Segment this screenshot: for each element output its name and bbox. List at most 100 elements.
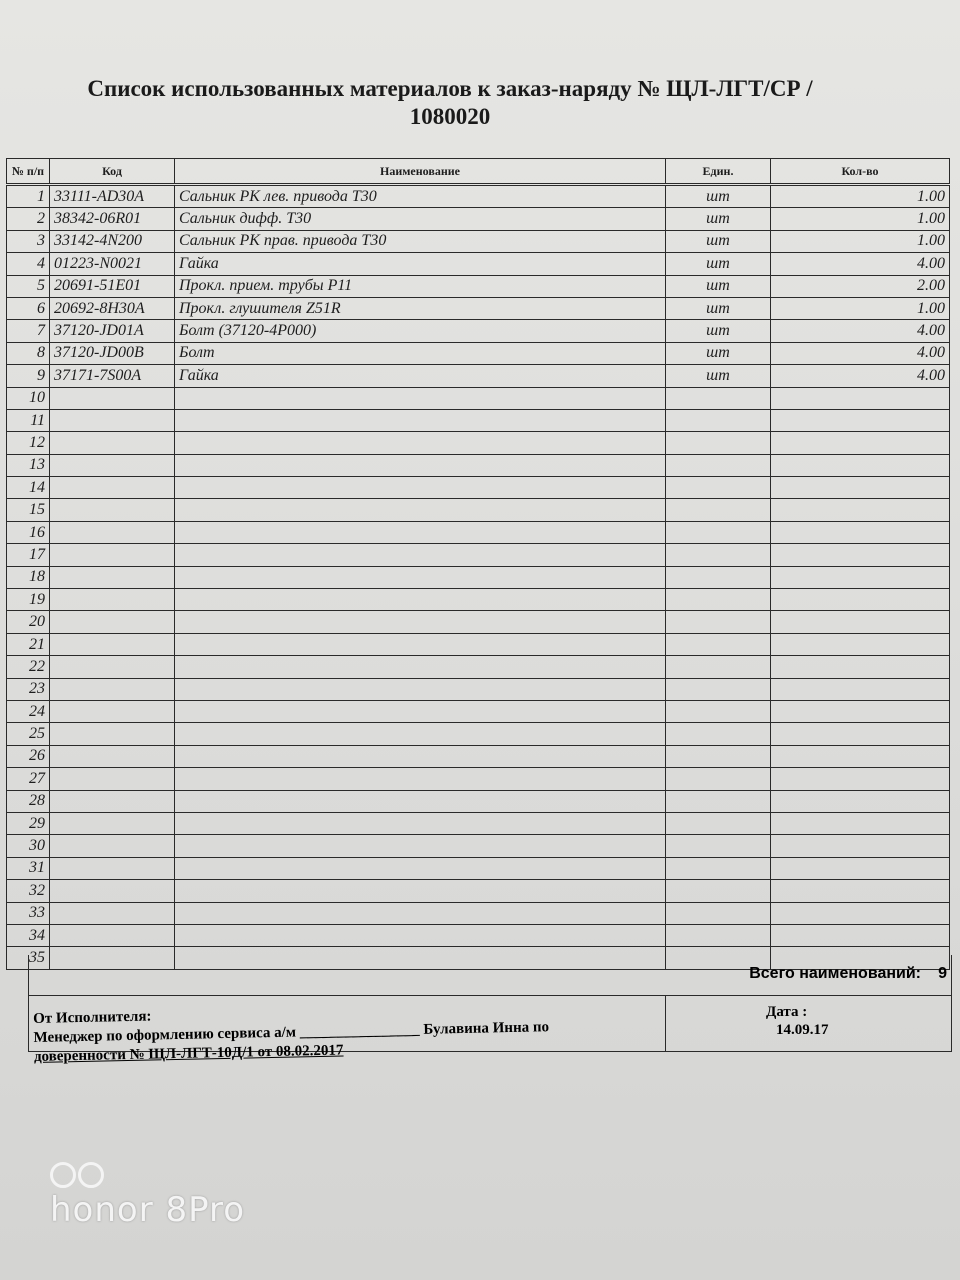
item-code bbox=[49, 476, 175, 500]
item-code: 20691-51E01 bbox=[49, 274, 175, 298]
row-number: 4 bbox=[6, 252, 50, 276]
col-name: Наименование bbox=[174, 158, 666, 186]
item-unit bbox=[665, 834, 771, 858]
row-number: 27 bbox=[6, 767, 50, 791]
item-name bbox=[174, 879, 666, 903]
item-unit bbox=[665, 811, 771, 836]
item-unit bbox=[665, 767, 771, 791]
item-name bbox=[174, 386, 666, 410]
row-number: 18 bbox=[6, 565, 50, 590]
item-name bbox=[174, 901, 666, 925]
item-name: Гайка bbox=[174, 364, 666, 388]
item-code bbox=[49, 655, 175, 679]
item-code bbox=[49, 834, 175, 858]
materials-table: № п/п Код Наименование Един. Кол-во 1 331… bbox=[6, 158, 950, 970]
table-row: 22 bbox=[6, 655, 950, 679]
row-number: 14 bbox=[6, 476, 50, 500]
item-code bbox=[49, 856, 175, 881]
item-code bbox=[49, 408, 175, 433]
item-name bbox=[174, 498, 666, 522]
item-name: Болт bbox=[174, 341, 666, 366]
item-qty bbox=[770, 699, 950, 724]
row-number: 10 bbox=[6, 386, 50, 410]
item-name bbox=[174, 520, 666, 545]
row-number: 13 bbox=[6, 453, 50, 478]
row-number: 31 bbox=[6, 856, 50, 881]
item-qty bbox=[770, 677, 950, 701]
item-name bbox=[174, 744, 666, 769]
item-unit: шт bbox=[665, 183, 771, 209]
row-number: 11 bbox=[6, 408, 50, 433]
item-name bbox=[174, 588, 666, 612]
row-number: 29 bbox=[6, 811, 50, 836]
table-header: № п/п Код Наименование Един. Кол-во bbox=[6, 158, 950, 186]
item-name bbox=[174, 923, 666, 948]
row-number: 28 bbox=[6, 789, 50, 813]
item-name bbox=[174, 767, 666, 791]
row-number: 26 bbox=[6, 744, 50, 769]
table-row: 15 bbox=[6, 498, 950, 522]
item-qty: 4.00 bbox=[770, 341, 950, 366]
total-label: Всего наименований: bbox=[749, 965, 921, 982]
item-qty bbox=[770, 408, 950, 433]
table-row: 26 bbox=[6, 744, 950, 769]
row-number: 8 bbox=[6, 341, 50, 366]
item-unit bbox=[665, 520, 771, 545]
table-row: 2 38342-06R01 Сальник дифф. Т30 шт 1.00 bbox=[6, 207, 950, 231]
item-code bbox=[49, 588, 175, 612]
table-row: 33 bbox=[6, 901, 950, 925]
item-qty bbox=[770, 453, 950, 478]
item-name: Гайка bbox=[174, 252, 666, 276]
item-qty bbox=[770, 610, 950, 634]
row-number: 2 bbox=[6, 207, 50, 231]
item-unit bbox=[665, 565, 771, 590]
item-unit: шт bbox=[665, 252, 771, 276]
item-unit: шт bbox=[665, 364, 771, 388]
item-qty: 4.00 bbox=[770, 252, 950, 276]
row-number: 34 bbox=[6, 923, 50, 948]
row-number: 17 bbox=[6, 543, 50, 567]
item-qty bbox=[770, 789, 950, 813]
item-name bbox=[174, 431, 666, 455]
item-code: 37171-7S00A bbox=[49, 364, 175, 388]
item-code bbox=[49, 386, 175, 410]
item-qty: 1.00 bbox=[770, 296, 950, 321]
row-number: 16 bbox=[6, 520, 50, 545]
item-name bbox=[174, 677, 666, 701]
item-code bbox=[49, 744, 175, 769]
item-code bbox=[49, 520, 175, 545]
item-code: 20692-8H30A bbox=[49, 296, 175, 321]
item-code bbox=[49, 543, 175, 567]
item-name: Сальник дифф. Т30 bbox=[174, 207, 666, 231]
item-qty bbox=[770, 722, 950, 746]
col-unit: Един. bbox=[665, 158, 771, 186]
table-row: 11 bbox=[6, 408, 950, 433]
total-value: 9 bbox=[938, 965, 947, 982]
item-code bbox=[49, 879, 175, 903]
item-unit bbox=[665, 431, 771, 455]
table-row: 30 bbox=[6, 834, 950, 858]
col-number: № п/п bbox=[6, 158, 50, 186]
item-qty bbox=[770, 498, 950, 522]
item-name bbox=[174, 453, 666, 478]
table-row: 7 37120-JD01A Болт (37120-4Р000) шт 4.00 bbox=[6, 319, 950, 343]
item-unit: шт bbox=[665, 319, 771, 343]
item-qty bbox=[770, 543, 950, 567]
row-number: 1 bbox=[6, 183, 50, 209]
table-row: 20 bbox=[6, 610, 950, 634]
document-title: Список использованных материалов к заказ… bbox=[0, 75, 900, 131]
item-code bbox=[49, 811, 175, 836]
item-name bbox=[174, 543, 666, 567]
item-name bbox=[174, 408, 666, 433]
item-code bbox=[49, 677, 175, 701]
row-number: 6 bbox=[6, 296, 50, 321]
row-number: 12 bbox=[6, 431, 50, 455]
item-name: Болт (37120-4Р000) bbox=[174, 319, 666, 343]
item-unit bbox=[665, 386, 771, 410]
item-unit bbox=[665, 677, 771, 701]
item-name bbox=[174, 632, 666, 657]
item-unit bbox=[665, 632, 771, 657]
item-code: 01223-N0021 bbox=[49, 252, 175, 276]
item-name bbox=[174, 834, 666, 858]
item-unit: шт bbox=[665, 274, 771, 298]
